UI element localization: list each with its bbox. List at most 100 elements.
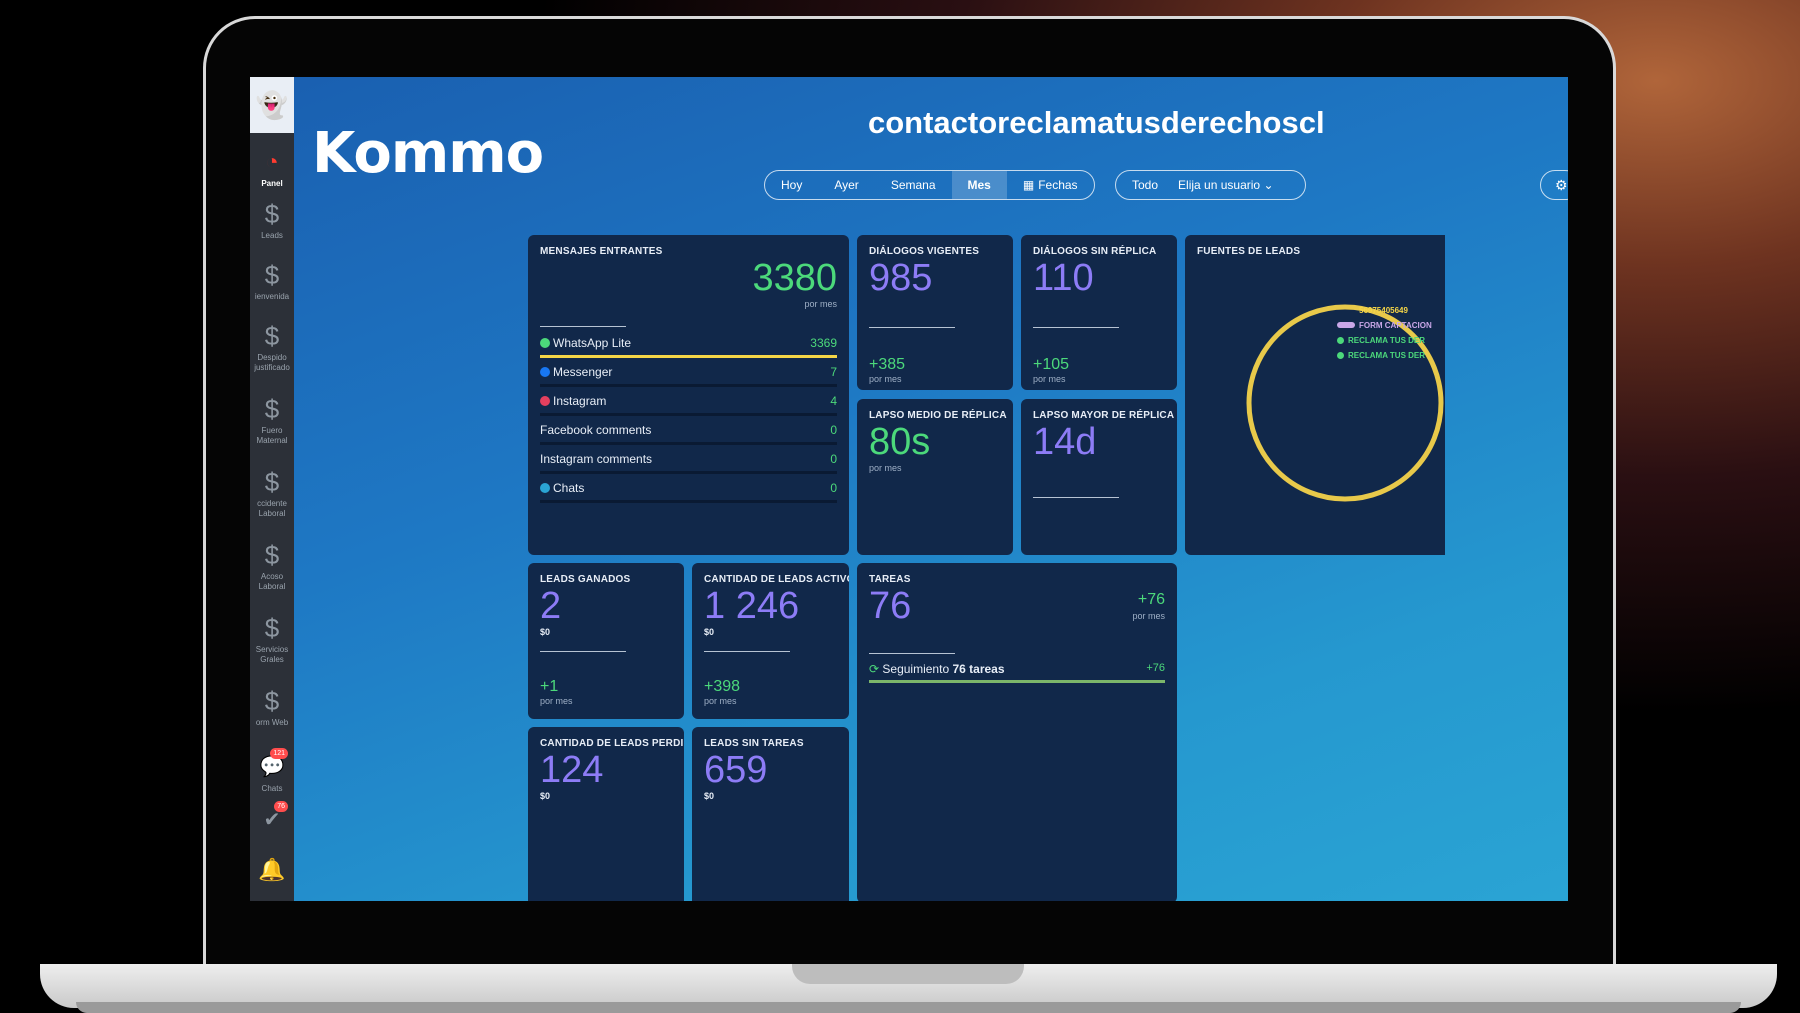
sidebar-item-accidente[interactable]: $ ccidente Laboral [250, 467, 294, 519]
card-lapso-mayor: LAPSO MAYOR DE RÉPLICA 14d [1021, 399, 1177, 555]
card-leads-perdidos: CANTIDAD DE LEADS PERDIDOS 124 $0 [528, 727, 684, 901]
channel-icon [540, 367, 550, 377]
divider [704, 651, 790, 652]
kommo-logo: Kommo [312, 121, 544, 186]
period-semana[interactable]: Semana [890, 178, 936, 192]
sidebar-item-acoso[interactable]: $ Acoso Laboral [250, 540, 294, 592]
sidebar-item-leads[interactable]: $ Leads [250, 199, 294, 241]
sidebar-item-label: Chats [261, 784, 283, 793]
bell-icon: 🔔 [258, 857, 286, 882]
channel-value: 0 [830, 481, 837, 495]
tareas-value: 76 [869, 585, 912, 627]
channel-name: Instagram comments [540, 452, 653, 466]
chevron-down-icon: ⌄ [1263, 178, 1274, 192]
dialogos-sin-replica-value: 110 [1033, 257, 1094, 299]
task-row[interactable]: ⟳ Seguimiento 76 tareas +76 [869, 662, 1165, 683]
sidebar-item-fuero[interactable]: $ Fuero Maternal [250, 394, 294, 446]
channel-name: Instagram [553, 394, 607, 408]
channel-name: Messenger [553, 365, 613, 379]
legend-label: 56975405649 [1359, 306, 1408, 315]
channel-row[interactable]: Instagram 4 [540, 394, 837, 416]
settings-button[interactable]: ⚙ [1540, 170, 1568, 200]
channel-name: Facebook comments [540, 423, 652, 437]
calendar-icon: ▦ [1022, 178, 1035, 192]
dollar-icon: $ [264, 686, 280, 716]
tasks-badge: 76 [274, 801, 288, 812]
sidebar-item-chats[interactable]: 💬 121 Chats [250, 748, 294, 794]
period-fechas[interactable]: ▦ Fechas [1007, 171, 1094, 199]
divider [1033, 327, 1119, 328]
mensajes-unit: por mes [804, 299, 837, 309]
user-filter: Todo Elija un usuario ⌄ [1115, 170, 1306, 200]
channel-bar [540, 384, 837, 387]
divider [540, 651, 626, 652]
all-users-button[interactable]: Todo [1132, 178, 1159, 192]
channel-row[interactable]: WhatsApp Lite 3369 [540, 336, 837, 358]
chat-icon: 💬 [259, 756, 285, 778]
sidebar-item-label: ccidente Laboral [257, 499, 287, 518]
sidebar-item-bienvenida[interactable]: $ ienvenida [250, 260, 294, 302]
channel-icon [540, 338, 550, 348]
dollar-icon: $ [264, 613, 280, 643]
refresh-icon: ⟳ [869, 662, 880, 676]
sidebar-item-despido[interactable]: $ Despido justificado [250, 321, 294, 373]
leads-ganados-delta: +1 [540, 678, 559, 695]
period-hoy[interactable]: Hoy [781, 178, 803, 192]
tareas-delta: +76 [1137, 591, 1165, 608]
channel-row[interactable]: Chats 0 [540, 481, 837, 503]
user-select[interactable]: Elija un usuario ⌄ [1174, 178, 1273, 192]
channel-row[interactable]: Instagram comments 0 [540, 452, 837, 474]
legend-label: RECLAMA TUS DER [1348, 351, 1426, 360]
task-count: 76 tareas [952, 662, 1005, 676]
card-mensajes-entrantes: MENSAJES ENTRANTES 3380 por mes WhatsApp… [528, 235, 849, 555]
sidebar-item-tasks[interactable]: ✔ 76 [250, 801, 294, 837]
period-selector: Hoy Ayer Semana Mes ▦ Fechas [764, 170, 1095, 200]
card-title: LAPSO MEDIO DE RÉPLICA [869, 410, 1007, 421]
avatar[interactable]: 👻 [250, 77, 294, 133]
sidebar-item-label: Fuero Maternal [256, 426, 288, 445]
leads-ganados-value: 2 [540, 585, 562, 627]
card-title: DIÁLOGOS VIGENTES [869, 246, 980, 257]
lapso-medio-value: 80s [869, 421, 931, 463]
channel-bar [540, 355, 837, 358]
chats-badge: 121 [270, 748, 288, 759]
speedometer-icon: ◔ [265, 149, 279, 174]
leads-ganados-money: $0 [540, 627, 551, 637]
card-lapso-medio: LAPSO MEDIO DE RÉPLICA 80s por mes [857, 399, 1013, 555]
dollar-icon: $ [264, 321, 280, 351]
card-fuentes-de-leads: FUENTES DE LEADS 56975405649 FORM CAPTACI… [1185, 235, 1445, 555]
period-ayer[interactable]: Ayer [834, 178, 859, 192]
legend-item: 56975405649 [1337, 303, 1432, 318]
task-label: Seguimiento [882, 662, 950, 676]
channel-value: 4 [830, 394, 837, 408]
leads-sin-tareas-money: $0 [704, 791, 715, 801]
period-mes[interactable]: Mes [951, 171, 1007, 199]
sidebar-item-notifications[interactable]: 🔔 [250, 855, 294, 887]
channel-row[interactable]: Facebook comments 0 [540, 423, 837, 445]
ghost-avatar-icon: 👻 [255, 89, 289, 120]
channel-row[interactable]: Messenger 7 [540, 365, 837, 387]
dollar-icon: $ [264, 467, 280, 497]
sidebar-item-label: Leads [261, 231, 283, 240]
sidebar-item-servicios[interactable]: $ Servicios Grales [250, 613, 294, 665]
card-title: MENSAJES ENTRANTES [540, 246, 663, 257]
card-title: FUENTES DE LEADS [1197, 246, 1301, 257]
task-delta: +76 [1146, 662, 1165, 674]
channel-value: 0 [830, 452, 837, 466]
dollar-icon: $ [264, 540, 280, 570]
sidebar-item-label: ienvenida [254, 292, 290, 301]
sidebar: 👻 ◔ Panel $ Leads $ ienvenida $ Despido just… [250, 77, 294, 901]
leads-sin-tareas-value: 659 [704, 749, 768, 791]
channel-icon [540, 483, 550, 493]
sidebar-item-panel[interactable]: ◔ Panel [250, 147, 294, 189]
sidebar-item-form-web[interactable]: $ orm Web [250, 686, 294, 728]
tareas-unit: por mes [1132, 611, 1165, 621]
divider [869, 327, 955, 328]
fuentes-legend: 56975405649 FORM CAPTACION RECLAMA TUS DER… [1337, 303, 1432, 363]
channel-value: 7 [830, 365, 837, 379]
sidebar-item-label: Acoso Laboral [258, 572, 286, 591]
task-progress-bar [869, 680, 1165, 683]
legend-item: RECLAMA TUS DER [1337, 348, 1432, 363]
channel-value: 0 [830, 423, 837, 437]
channel-bar [540, 442, 837, 445]
